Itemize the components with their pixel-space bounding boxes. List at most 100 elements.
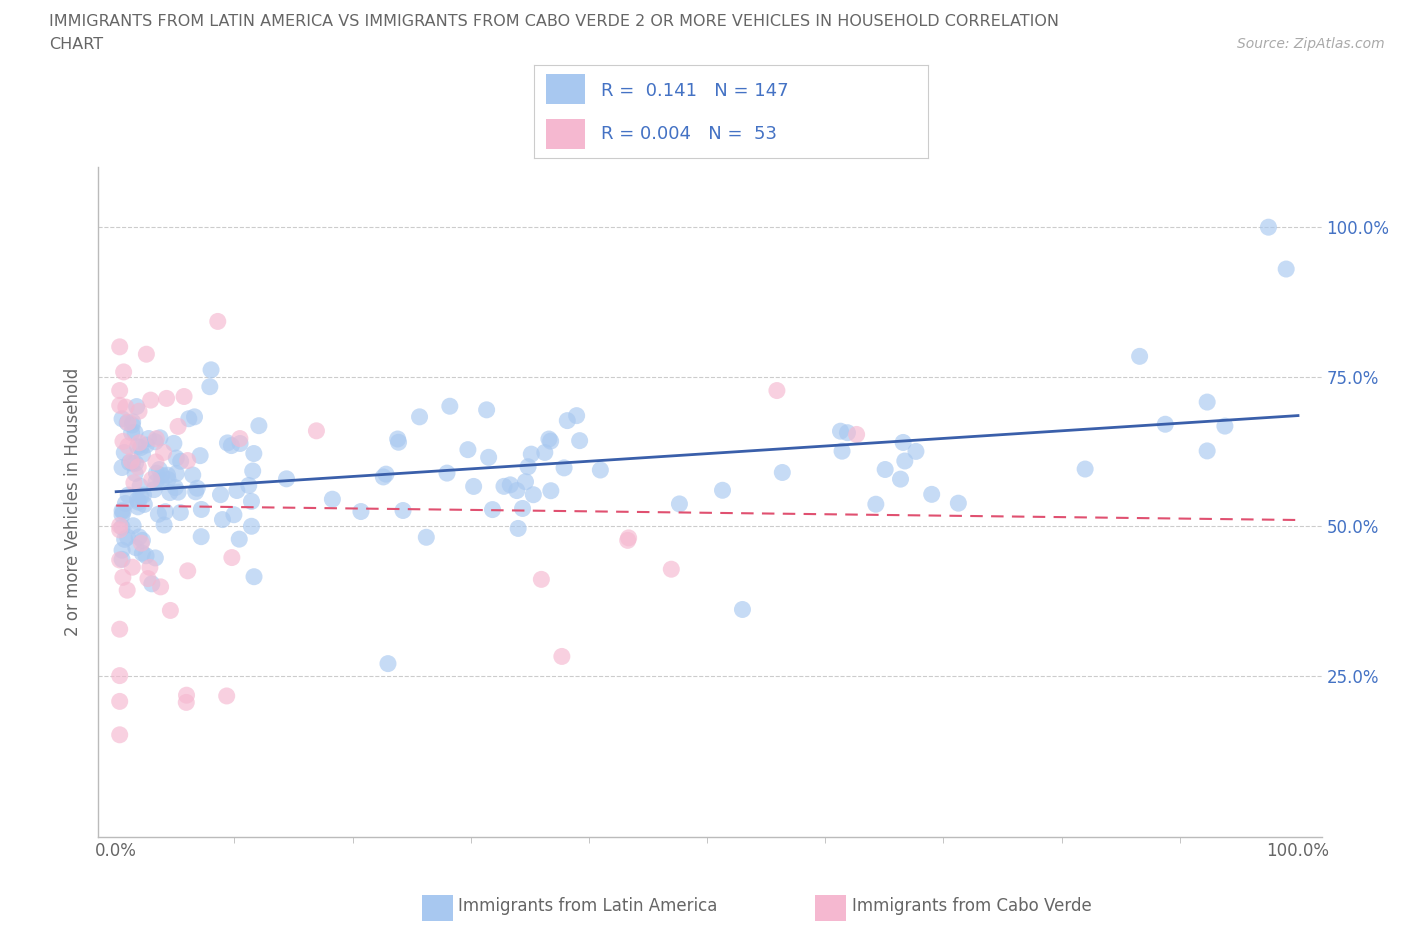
Point (121, 418, 143, 432)
Point (463, 479, 485, 494)
Point (108, 727, 131, 742)
Point (149, 579, 172, 594)
Point (114, 532, 136, 547)
Point (135, 438, 157, 453)
Point (114, 400, 136, 415)
Point (865, 497, 887, 512)
Point (173, 389, 195, 404)
Point (127, 439, 149, 454)
Point (478, 450, 501, 465)
Point (221, 551, 243, 565)
Point (177, 411, 200, 426)
Point (174, 695, 197, 710)
Point (122, 475, 145, 490)
Point (121, 425, 143, 440)
Point (243, 446, 266, 461)
Point (143, 482, 166, 497)
Point (111, 508, 134, 523)
Point (522, 487, 544, 502)
Point (247, 418, 270, 433)
Point (181, 468, 204, 483)
Point (155, 391, 177, 405)
Point (242, 463, 264, 478)
Point (143, 551, 166, 565)
Point (108, 622, 131, 637)
Text: CHART: CHART (49, 37, 103, 52)
Point (439, 399, 461, 414)
Point (122, 518, 145, 533)
Point (565, 408, 588, 423)
Point (169, 505, 191, 520)
Point (492, 479, 515, 494)
Point (124, 425, 146, 440)
Point (770, 465, 793, 480)
Point (153, 518, 176, 533)
Point (132, 487, 155, 502)
Point (121, 456, 143, 471)
Point (373, 470, 395, 485)
Point (111, 460, 134, 475)
Point (111, 551, 134, 566)
Point (1154, 417, 1177, 432)
Point (350, 504, 373, 519)
Point (128, 495, 150, 510)
Point (1129, 349, 1152, 364)
Point (225, 483, 247, 498)
Point (200, 363, 222, 378)
Point (127, 499, 149, 514)
Point (145, 455, 167, 470)
Point (377, 657, 399, 671)
Point (145, 474, 167, 489)
Point (120, 454, 142, 469)
Point (387, 432, 409, 446)
Point (112, 504, 135, 519)
Point (115, 416, 138, 431)
Point (135, 347, 157, 362)
Point (668, 497, 690, 512)
Point (128, 529, 150, 544)
Point (117, 415, 139, 430)
Point (125, 540, 148, 555)
Point (163, 436, 186, 451)
Point (129, 440, 152, 455)
Point (165, 466, 187, 481)
Point (211, 512, 233, 527)
Point (766, 383, 789, 398)
Point (139, 560, 162, 575)
Point (217, 435, 239, 450)
Point (114, 496, 136, 511)
Point (198, 379, 221, 394)
Point (148, 507, 170, 522)
Point (111, 411, 134, 426)
Point (228, 532, 250, 547)
Point (1197, 444, 1219, 458)
Point (387, 435, 409, 450)
Text: IMMIGRANTS FROM LATIN AMERICA VS IMMIGRANTS FROM CABO VERDE 2 OR MORE VEHICLES I: IMMIGRANTS FROM LATIN AMERICA VS IMMIGRA… (49, 14, 1059, 29)
Point (555, 413, 578, 428)
Point (240, 519, 263, 534)
Point (508, 521, 530, 536)
Point (108, 668, 131, 683)
Point (111, 543, 134, 558)
Point (145, 432, 167, 446)
Point (711, 483, 734, 498)
Point (108, 523, 131, 538)
Text: Immigrants from Cabo Verde: Immigrants from Cabo Verde (852, 897, 1092, 915)
Point (1275, 261, 1298, 276)
Point (948, 496, 970, 511)
Point (190, 529, 212, 544)
Point (589, 462, 612, 477)
Point (125, 399, 148, 414)
Point (124, 466, 146, 481)
Point (111, 570, 134, 585)
Point (157, 472, 180, 487)
Point (155, 504, 177, 519)
Point (136, 571, 159, 586)
Point (457, 443, 479, 458)
Point (121, 415, 143, 430)
Point (568, 433, 591, 448)
Point (830, 424, 852, 439)
Y-axis label: 2 or more Vehicles in Household: 2 or more Vehicles in Household (65, 368, 83, 636)
Point (131, 546, 153, 561)
Point (553, 460, 575, 475)
